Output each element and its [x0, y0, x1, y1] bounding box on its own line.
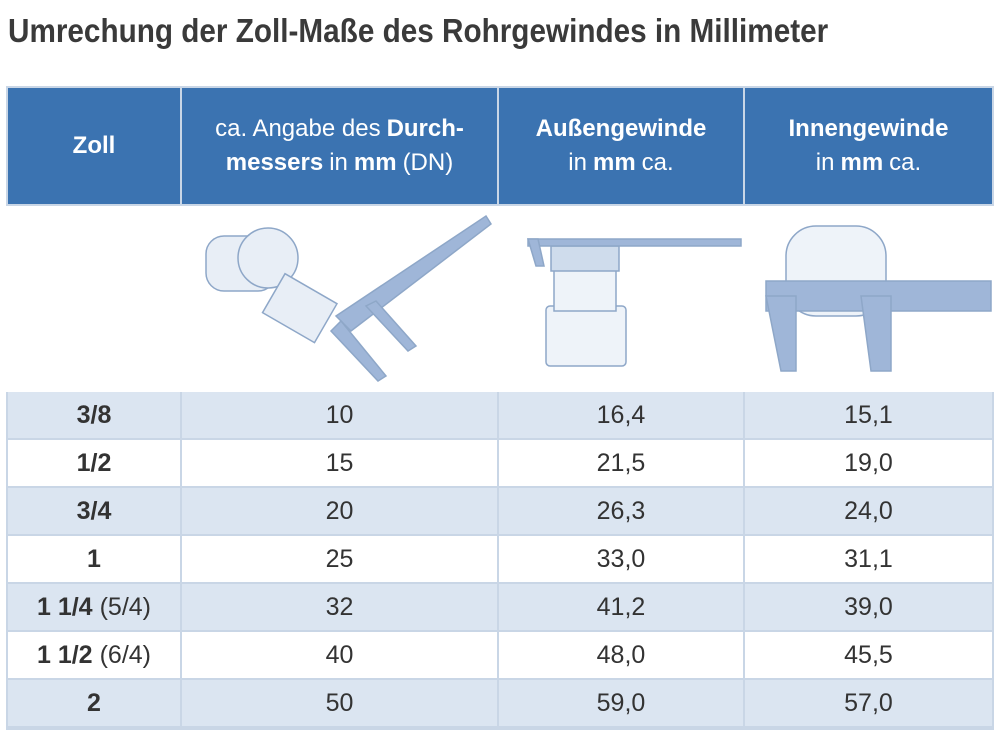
zoll-value: 3/8: [76, 400, 112, 429]
table: Zoll ca. Angabe des Durch-messers in mm (DN) A…: [6, 86, 994, 730]
mm-value: 24,0: [844, 496, 893, 525]
mm-value: 21,5: [596, 448, 646, 477]
header-cell: Zoll: [8, 88, 180, 204]
mm-value: 26,3: [596, 496, 646, 525]
mm-value: 32: [325, 592, 354, 621]
zoll-value: 1 1/2: [36, 640, 93, 669]
data-cell: 24,0: [745, 488, 992, 534]
header-line: messers in mm (DN): [223, 146, 456, 180]
data-cell: 25: [182, 536, 497, 582]
data-cell: 26,3: [499, 488, 743, 534]
mm-value: 59,0: [596, 688, 646, 717]
header-cell: Außengewinde in mm ca.: [499, 88, 743, 204]
data-cell: 59,0: [499, 680, 743, 726]
mm-value: 33,0: [596, 544, 646, 573]
header-text: in: [815, 149, 835, 176]
header-text: Außengewinde: [535, 115, 707, 142]
zoll-value: 1 1/4: [36, 592, 93, 621]
data-cell: 48,0: [499, 632, 743, 678]
data-cell: 33,0: [499, 536, 743, 582]
data-cell: 45,5: [745, 632, 992, 678]
outer-thread: [526, 238, 742, 367]
page-title: Umrechung der Zoll-Maße des Rohrgewindes…: [8, 12, 829, 49]
data-cell: 2: [8, 680, 180, 726]
data-cell: 40: [182, 632, 497, 678]
mm-value: 31,1: [844, 544, 893, 573]
header-line: Zoll: [70, 129, 119, 163]
header-text: Durch-: [386, 115, 464, 142]
header-text: mm: [840, 149, 884, 176]
zoll-value: 1/2: [76, 448, 112, 477]
data-cell: 41,2: [499, 584, 743, 630]
zoll-alt: (6/4): [99, 640, 151, 669]
mm-value: 15: [325, 448, 354, 477]
header-cell: ca. Angabe des Durch-messers in mm (DN): [182, 88, 497, 204]
zoll-value: 3/4: [76, 496, 112, 525]
mm-value: 41,2: [596, 592, 646, 621]
data-cell: 1 1/4 (5/4): [8, 584, 180, 630]
data-cell: 1 1/2 (6/4): [8, 632, 180, 678]
header-text: Zoll: [72, 132, 116, 159]
header-text: messers: [225, 149, 324, 176]
mm-value: 57,0: [844, 688, 893, 717]
caliper-fitting: [205, 214, 492, 382]
data-cell: 57,0: [745, 680, 992, 726]
mm-value: 39,0: [844, 592, 893, 621]
mm-value: 20: [325, 496, 354, 525]
data-cell: 32: [182, 584, 497, 630]
mm-value: 45,5: [844, 640, 893, 669]
header-text: in: [568, 149, 587, 176]
header-line: in mm ca.: [565, 146, 676, 180]
mm-value: 50: [325, 688, 354, 717]
header-text: mm: [592, 149, 636, 176]
header-text: in: [329, 149, 348, 176]
header-line: Außengewinde: [533, 112, 710, 146]
mm-value: 40: [325, 640, 354, 669]
header-text: ca. Angabe des: [215, 115, 381, 142]
illustrations: [6, 206, 994, 392]
zoll-value: 1: [87, 544, 101, 573]
mm-value: 19,0: [844, 448, 893, 477]
data-cell: 21,5: [499, 440, 743, 486]
inner-thread: [765, 225, 992, 372]
mm-value: 16,4: [596, 400, 646, 429]
data-cell: 3/8: [8, 392, 180, 438]
header-text: Innengewinde: [788, 115, 949, 142]
header-text: (DN): [402, 149, 454, 176]
zoll-value: 2: [87, 688, 101, 717]
header-text: ca.: [641, 149, 674, 176]
mm-value: 25: [325, 544, 354, 573]
data-cell: 19,0: [745, 440, 992, 486]
data-cell: 15: [182, 440, 497, 486]
data-cell: 10: [182, 392, 497, 438]
data-cell: 20: [182, 488, 497, 534]
header-text: ca.: [889, 149, 922, 176]
data-cell: 1: [8, 536, 180, 582]
mm-value: 15,1: [844, 400, 893, 429]
header-line: Innengewinde: [785, 112, 951, 146]
header-text: mm: [353, 149, 397, 176]
data-cell: 1/2: [8, 440, 180, 486]
data-cell: 15,1: [745, 392, 992, 438]
header-cell: Innengewinde in mm ca.: [745, 88, 992, 204]
data-cell: 39,0: [745, 584, 992, 630]
header-line: ca. Angabe des Durch-: [212, 112, 467, 146]
data-cell: 31,1: [745, 536, 992, 582]
data-cell: 50: [182, 680, 497, 726]
data-cell: 3/4: [8, 488, 180, 534]
header-line: in mm ca.: [813, 146, 924, 180]
zoll-alt: (5/4): [99, 592, 151, 621]
data-cell: 16,4: [499, 392, 743, 438]
mm-value: 48,0: [596, 640, 646, 669]
mm-value: 10: [325, 400, 354, 429]
